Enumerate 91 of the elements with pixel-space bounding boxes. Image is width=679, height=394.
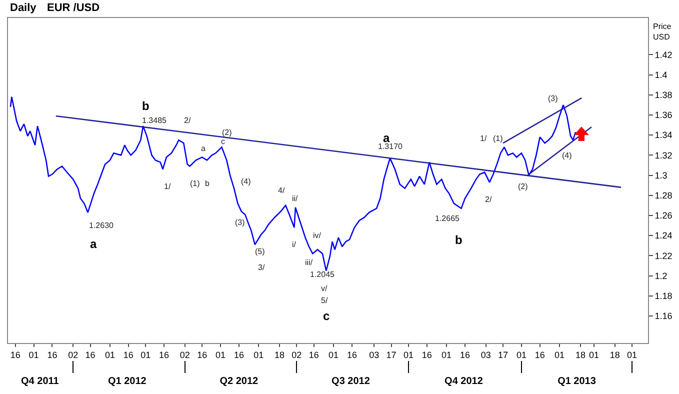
x-tick-label: 01 [216, 350, 226, 360]
x-tick-label: 01 [516, 350, 526, 360]
annotation: b [205, 179, 210, 188]
x-tick-label: 16 [534, 350, 545, 360]
x-tick-label: 16 [460, 350, 470, 360]
annotation: 1.2665 [435, 214, 460, 223]
annotation: b [455, 233, 462, 247]
y-tick-label: 1.36 [654, 110, 672, 120]
annotation: 5/ [321, 296, 328, 305]
annotation: a [90, 237, 97, 251]
annotation: a [383, 131, 390, 145]
x-tick-label: 16 [346, 350, 357, 360]
x-tick-label: 16 [85, 350, 96, 360]
annotation: 2/ [184, 116, 192, 125]
annotation: (3) [548, 94, 558, 103]
x-tick-label: 01 [28, 350, 39, 360]
x-tick-label: 16 [47, 350, 58, 360]
y-tick-label: 1.26 [654, 210, 672, 221]
y-tick-label: 1.22 [654, 250, 672, 261]
annotation: 3/ [258, 263, 266, 272]
annotation: (3) [235, 218, 246, 227]
x-tick-label: 16 [308, 350, 319, 360]
y-tick-label: 1.38 [654, 90, 672, 100]
x2-tick-label: Q4 2011 [21, 376, 60, 387]
x-tick-label: 01 [328, 350, 339, 360]
annotation: v/ [321, 284, 328, 293]
annotation: (5) [255, 247, 266, 256]
y-tick-label: 1.24 [654, 230, 672, 241]
x-tick-label: 03 [369, 350, 380, 360]
x-tick-label: 01 [104, 350, 115, 360]
x-tick-label: 18 [610, 350, 620, 360]
x-tick-label: 16 [422, 350, 432, 360]
annotation: (2) [518, 182, 528, 191]
x2-tick-label: Q4 2012 [444, 376, 484, 387]
x-tick-label: 01 [588, 350, 599, 360]
chart-title: Daily [10, 2, 38, 14]
annotation: ii/ [292, 194, 299, 203]
y-tick-label: 1.2 [654, 270, 668, 281]
annotation: c [221, 137, 225, 146]
x2-tick-label: Q2 2012 [220, 376, 259, 387]
x-tick-label: 01 [442, 350, 452, 360]
y-tick-label: 1.18 [654, 291, 672, 302]
x-tick-label: 01 [403, 350, 414, 360]
x-tick-label: 01 [554, 350, 565, 360]
annotation: iv/ [313, 231, 322, 240]
x-tick-label: 16 [123, 350, 134, 360]
x-tick-label: 17 [386, 350, 396, 360]
x2-tick-label: Q1 2013 [558, 376, 596, 387]
y-tick-label: 1.34 [654, 130, 672, 140]
annotation: 4/ [278, 186, 286, 195]
y-tick-label: 1.32 [654, 150, 672, 160]
annotation: 1.3485 [142, 116, 168, 125]
annotation: (4) [241, 177, 252, 186]
x-tick-label: 03 [480, 350, 491, 360]
annotation: (1) [190, 179, 200, 188]
chart-subtitle: EUR /USD [47, 2, 100, 14]
x-tick-label: 16 [10, 350, 20, 360]
annotation: b [142, 99, 150, 113]
x-tick-label: 16 [234, 350, 244, 360]
x-tick-label: 02 [292, 350, 302, 360]
x-tick-label: 18 [274, 350, 284, 360]
x-tick-label: 16 [159, 350, 170, 360]
x-tick-label: 01 [254, 350, 264, 360]
annotation: i/ [292, 240, 297, 249]
annotation: c [323, 309, 330, 323]
y-axis-title: Price USD [653, 22, 672, 42]
x-tick-label: 01 [140, 350, 151, 360]
x2-tick-label: Q3 2012 [332, 376, 370, 387]
x-tick-label: 02 [68, 350, 78, 360]
y-tick-label: 1.28 [654, 190, 672, 201]
y-tick-label: 1.3 [654, 170, 668, 180]
annotation: (1) [493, 134, 504, 143]
y-tick-label: 1.4 [654, 70, 668, 80]
annotation: 1/ [164, 182, 172, 191]
annotation: (2) [222, 128, 232, 137]
annotation: 1.2045 [310, 270, 336, 279]
x-tick-label: 17 [498, 350, 508, 360]
annotation: 1.3170 [378, 142, 404, 151]
x-tick-label: 02 [180, 350, 190, 360]
annotation: iii/ [305, 258, 314, 267]
x2-tick-label: Q1 2012 [108, 376, 147, 387]
x-tick-label: 18 [575, 350, 586, 360]
annotation: a [201, 144, 206, 153]
x-tick-label: 16 [197, 350, 208, 360]
annotation: (4) [562, 151, 572, 160]
annotation: 1/ [480, 134, 488, 143]
y-tick-label: 1.42 [654, 50, 672, 60]
x-tick-label: 01 [627, 350, 638, 360]
y-tick-label: 1.16 [654, 311, 672, 322]
annotation: 1.2630 [89, 221, 114, 230]
annotation: 2/ [485, 195, 492, 204]
